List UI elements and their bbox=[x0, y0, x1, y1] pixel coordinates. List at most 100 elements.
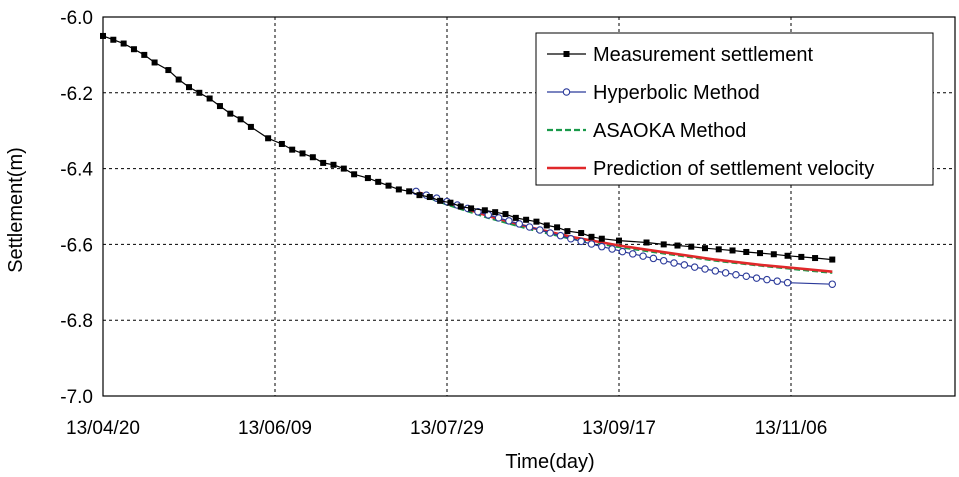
y-tick-label: -6.4 bbox=[60, 160, 93, 181]
data-point bbox=[784, 252, 791, 259]
x-tick-label: 13/06/09 bbox=[238, 418, 312, 439]
data-point bbox=[385, 182, 392, 189]
data-point bbox=[151, 59, 158, 66]
data-point bbox=[216, 103, 223, 110]
legend-item: Prediction of settlement velocity bbox=[547, 158, 874, 180]
data-point bbox=[702, 245, 708, 252]
data-point bbox=[447, 199, 454, 206]
data-point bbox=[798, 253, 805, 260]
data-point bbox=[375, 178, 382, 185]
data-point bbox=[502, 211, 509, 218]
data-point bbox=[468, 205, 475, 212]
legend-label: ASAOKA Method bbox=[593, 120, 746, 142]
data-point bbox=[752, 274, 761, 282]
data-point bbox=[247, 123, 254, 130]
data-point bbox=[289, 146, 296, 153]
data-point bbox=[829, 256, 836, 263]
data-point bbox=[715, 246, 722, 253]
x-tick-label: 13/09/17 bbox=[582, 418, 656, 439]
legend-box bbox=[535, 32, 934, 186]
data-point bbox=[828, 280, 837, 288]
data-point bbox=[729, 247, 736, 254]
data-point bbox=[587, 240, 596, 248]
axes bbox=[102, 16, 956, 397]
tick-labels: -7.0 -6.8 -6.6 -6.4 -6.2 -6.0 13/04/20 13/06/09… bbox=[60, 8, 827, 439]
data-point bbox=[577, 237, 585, 246]
data-point bbox=[543, 222, 550, 229]
data-point bbox=[743, 248, 750, 255]
data-point bbox=[721, 269, 730, 277]
data-point bbox=[330, 161, 337, 168]
legend-marker bbox=[563, 51, 570, 57]
data-point bbox=[515, 220, 523, 228]
data-point bbox=[278, 140, 285, 147]
data-point bbox=[130, 46, 137, 53]
y-tick-label: -7.0 bbox=[60, 387, 93, 408]
data-point bbox=[364, 175, 371, 182]
legend-label: Hyperbolic Method bbox=[593, 82, 760, 104]
data-point bbox=[660, 241, 667, 248]
data-point bbox=[763, 275, 771, 284]
data-point bbox=[701, 265, 709, 273]
data-point bbox=[711, 267, 720, 275]
data-point bbox=[564, 228, 571, 235]
data-point bbox=[616, 237, 622, 244]
data-point bbox=[783, 278, 792, 287]
data-point bbox=[320, 159, 327, 166]
data-point bbox=[629, 250, 637, 258]
data-point bbox=[554, 224, 561, 231]
data-point bbox=[481, 207, 488, 214]
data-point bbox=[757, 250, 764, 257]
data-point bbox=[196, 89, 203, 96]
data-point bbox=[578, 230, 585, 237]
data-point bbox=[494, 214, 503, 222]
data-point bbox=[265, 135, 272, 142]
data-point bbox=[351, 171, 358, 178]
legend-marker bbox=[562, 88, 571, 96]
data-point bbox=[206, 95, 213, 102]
data-point bbox=[588, 233, 595, 240]
data-point bbox=[688, 243, 695, 250]
data-point bbox=[618, 247, 627, 256]
data-point bbox=[165, 67, 172, 74]
data-point bbox=[416, 192, 423, 199]
y-tick-label: -6.0 bbox=[60, 8, 93, 29]
data-point bbox=[227, 110, 234, 117]
y-axis-label: Settlement(m) bbox=[5, 147, 27, 273]
data-point bbox=[186, 84, 192, 91]
x-tick-label: 13/04/20 bbox=[66, 418, 140, 439]
data-point bbox=[395, 186, 402, 193]
data-point bbox=[237, 116, 244, 123]
data-point bbox=[299, 150, 306, 157]
data-point bbox=[674, 242, 681, 249]
data-point bbox=[608, 245, 616, 253]
legend-item: Measurement settlement bbox=[547, 44, 814, 66]
data-point bbox=[659, 256, 668, 265]
y-tick-label: -6.8 bbox=[60, 311, 93, 332]
data-point bbox=[546, 229, 554, 237]
x-tick-label: 13/11/06 bbox=[755, 418, 828, 439]
data-point bbox=[598, 242, 606, 251]
x-tick-label: 13/07/29 bbox=[410, 418, 484, 439]
data-point bbox=[474, 208, 482, 216]
data-point bbox=[492, 209, 499, 216]
data-point bbox=[567, 234, 575, 243]
legend-item: Hyperbolic Method bbox=[547, 82, 760, 104]
data-point bbox=[120, 40, 127, 47]
data-point bbox=[773, 277, 781, 285]
data-point bbox=[536, 226, 544, 234]
data-point bbox=[309, 154, 316, 161]
data-point bbox=[670, 259, 678, 267]
data-point bbox=[175, 76, 182, 83]
data-point bbox=[110, 36, 117, 43]
data-point bbox=[406, 188, 413, 195]
data-point bbox=[505, 217, 513, 225]
legend-label: Measurement settlement bbox=[593, 44, 814, 66]
legend-item: ASAOKA Method bbox=[547, 120, 746, 142]
data-point bbox=[525, 223, 534, 231]
y-tick-label: -6.2 bbox=[60, 84, 93, 105]
data-point bbox=[742, 272, 751, 280]
data-point bbox=[598, 235, 605, 242]
series-hyperbolic-method bbox=[412, 187, 837, 288]
data-point bbox=[649, 254, 658, 263]
